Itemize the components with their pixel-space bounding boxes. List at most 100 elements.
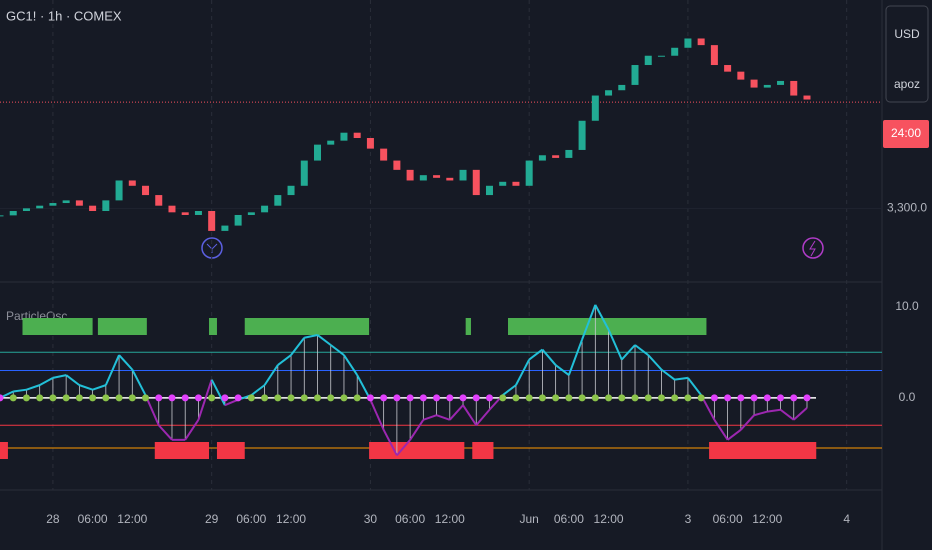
- osc-line: [713, 419, 729, 441]
- candle: [247, 212, 255, 215]
- candle: [472, 169, 480, 196]
- symbol-title[interactable]: GC1! · 1h · COMEX: [6, 8, 122, 23]
- state-dot: [433, 394, 441, 402]
- osc-line: [502, 384, 517, 396]
- osc-line: [382, 429, 398, 456]
- osc-line: [528, 348, 544, 361]
- state-dot: [578, 394, 586, 402]
- state-dot: [287, 394, 295, 402]
- state-dot: [552, 394, 560, 402]
- state-dot: [393, 394, 401, 402]
- candle: [0, 215, 4, 217]
- osc-line: [409, 419, 425, 441]
- osc-line: [740, 414, 755, 431]
- osc-line: [621, 344, 636, 361]
- candle: [155, 195, 163, 206]
- candle: [538, 155, 546, 161]
- candle: [419, 175, 427, 181]
- currency[interactable]: USD: [894, 27, 920, 41]
- osc-line: [79, 384, 93, 391]
- state-dot: [777, 394, 785, 402]
- candle: [512, 181, 520, 186]
- osc-line: [290, 337, 306, 356]
- time-label: Jun: [519, 512, 538, 526]
- candle: [644, 55, 652, 66]
- candle: [36, 205, 44, 209]
- state-dot: [274, 394, 282, 402]
- signal-icon: [809, 240, 816, 257]
- candle: [366, 138, 374, 149]
- candle: [22, 208, 30, 211]
- state-dot: [499, 394, 507, 402]
- state-dot: [22, 394, 30, 402]
- time-label: 28: [46, 512, 60, 526]
- osc-line: [396, 439, 411, 456]
- osc-line: [753, 410, 768, 417]
- state-dot: [128, 394, 136, 402]
- time-label: 06:00: [554, 512, 584, 526]
- osc-line: [634, 344, 649, 356]
- time-label: 29: [205, 512, 219, 526]
- osc-line: [369, 399, 385, 431]
- candle: [208, 210, 216, 231]
- osc-line: [250, 384, 266, 396]
- unit-label[interactable]: apoz: [894, 77, 920, 91]
- time-label: 06:00: [713, 512, 743, 526]
- state-dot: [261, 394, 269, 402]
- osc-line: [65, 374, 80, 386]
- candle: [406, 169, 414, 181]
- time-label: 06:00: [395, 512, 425, 526]
- osc-line: [316, 334, 332, 346]
- zone-bar: [97, 318, 147, 335]
- candle: [433, 175, 441, 178]
- candle: [89, 205, 97, 211]
- osc-line: [674, 376, 689, 381]
- osc-line: [330, 344, 345, 356]
- candle: [168, 205, 176, 213]
- candle: [393, 160, 401, 170]
- candle: [605, 90, 613, 96]
- time-label: 06:00: [78, 512, 108, 526]
- osc-line: [779, 408, 795, 421]
- candle: [618, 84, 626, 91]
- candle: [75, 200, 83, 206]
- osc-line: [224, 398, 239, 407]
- candle: [327, 140, 335, 145]
- osc-line: [607, 329, 623, 361]
- countdown: 24:00: [891, 126, 921, 140]
- state-dot: [221, 394, 229, 402]
- time-label: 12:00: [594, 512, 624, 526]
- candle: [62, 200, 70, 204]
- osc-line: [660, 368, 676, 381]
- state-dot: [657, 394, 665, 402]
- state-dot: [565, 394, 573, 402]
- candle: [565, 149, 573, 158]
- candle: [671, 47, 679, 56]
- candle: [697, 38, 705, 46]
- osc-line: [26, 384, 41, 391]
- osc-line: [555, 364, 570, 376]
- candle: [300, 160, 308, 186]
- zone-bar: [465, 318, 471, 335]
- osc-line: [39, 376, 54, 387]
- state-dot: [102, 394, 110, 402]
- candle: [287, 185, 295, 196]
- zone-bar: [709, 442, 817, 459]
- osc-line: [767, 408, 781, 413]
- state-dot: [644, 394, 652, 402]
- candle: [194, 210, 202, 215]
- zone-bar: [209, 318, 217, 335]
- state-dot: [75, 394, 83, 402]
- osc-line: [184, 419, 200, 441]
- time-label: 3: [685, 512, 692, 526]
- osc-line: [647, 354, 663, 371]
- scale-box[interactable]: [885, 5, 929, 103]
- state-dot: [9, 394, 17, 402]
- state-dot: [380, 394, 388, 402]
- osc-line: [515, 359, 531, 386]
- osc-line: [263, 364, 279, 386]
- candle: [353, 132, 361, 139]
- candle: [181, 212, 189, 215]
- state-dot: [459, 394, 467, 402]
